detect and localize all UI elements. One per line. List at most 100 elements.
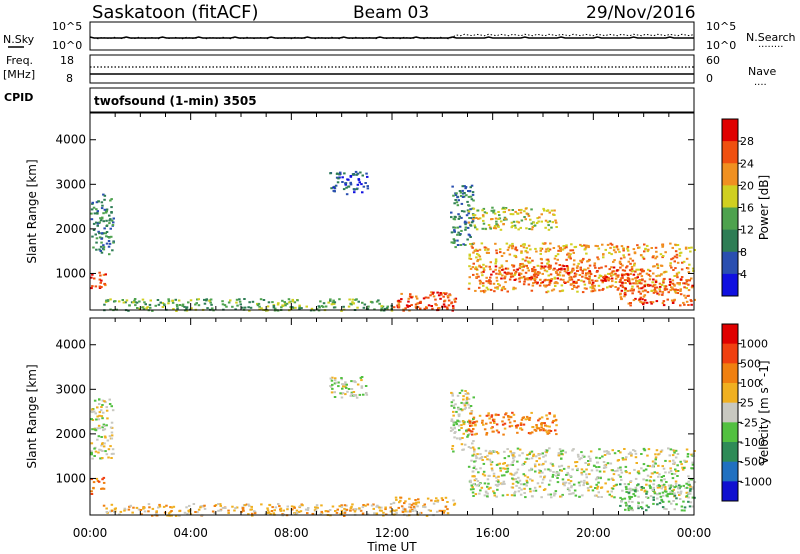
echo-cell [679, 492, 682, 495]
echo-cell [672, 462, 675, 465]
echo-cell [582, 257, 585, 260]
echo-cell [482, 263, 485, 266]
echo-cell [414, 503, 418, 506]
echo-cell [588, 258, 591, 261]
echo-cell [90, 478, 94, 481]
echo-cell [545, 284, 549, 287]
echo-cell [189, 299, 193, 302]
echo-cell [90, 276, 93, 279]
echo-cell [446, 295, 450, 298]
echo-cell [473, 448, 476, 451]
echo-cell [476, 258, 480, 261]
echo-cell [654, 462, 657, 465]
echo-cell [580, 473, 584, 476]
echo-cell [516, 424, 520, 427]
echo-cell [663, 270, 667, 273]
echo-cell [361, 191, 364, 194]
echo-cell [466, 392, 469, 395]
echo-cell [267, 301, 271, 304]
echo-cell [504, 217, 507, 220]
echo-cell [151, 507, 155, 510]
echo-cell [304, 508, 308, 511]
echo-cell [652, 486, 655, 489]
echo-cell [335, 176, 339, 179]
echo-cell [485, 491, 488, 494]
echo-cell [194, 511, 197, 513]
echo-cell [676, 464, 679, 467]
echo-cell [578, 484, 581, 487]
echo-cell [108, 242, 112, 245]
echo-cell [483, 482, 487, 485]
echo-cell [621, 458, 625, 461]
echo-cell [478, 248, 482, 251]
echo-cell [112, 452, 115, 455]
echo-cell [631, 270, 635, 273]
echo-cell [289, 306, 292, 309]
echo-cell [574, 465, 578, 468]
echo-cell [463, 404, 467, 407]
echo-cell [489, 261, 492, 264]
echo-cell [96, 212, 99, 214]
echo-cell [138, 307, 141, 310]
echo-cell [540, 282, 543, 284]
echo-cell [642, 447, 646, 450]
echo-cell [478, 492, 481, 495]
echo-cell [514, 270, 518, 273]
echo-cell [447, 304, 451, 307]
echo-cell [340, 378, 343, 381]
echo-cell [639, 292, 642, 295]
echo-cell [359, 509, 363, 512]
echo-cell [495, 495, 498, 498]
echo-cell [575, 280, 578, 283]
echo-cell [176, 307, 179, 310]
echo-cell [472, 440, 475, 442]
echo-cell [591, 279, 594, 282]
echo-cell [466, 420, 470, 423]
echo-cell [97, 424, 101, 427]
echo-cell [636, 484, 639, 487]
echo-cell [685, 282, 688, 285]
echo-cell [561, 493, 564, 496]
echo-cell [149, 299, 152, 302]
echo-cell [557, 249, 560, 252]
echo-cell [480, 271, 484, 274]
echo-cell [469, 195, 473, 198]
y-tick-label: 2000 [55, 427, 86, 441]
echo-cell [458, 420, 462, 423]
echo-cell [490, 467, 494, 470]
echo-cell [539, 429, 542, 432]
echo-cell [317, 305, 321, 308]
echo-cell [685, 280, 689, 283]
echo-cell [569, 249, 572, 252]
echo-cell [450, 211, 453, 214]
echo-cell [483, 246, 487, 249]
echo-cell [503, 462, 506, 464]
echo-cell [535, 455, 538, 458]
echo-cell [566, 267, 570, 270]
echo-cell [250, 508, 253, 511]
echo-cell [656, 263, 659, 266]
echo-cell [381, 305, 385, 308]
echo-cell [540, 220, 543, 223]
echo-cell [470, 184, 474, 187]
echo-cell [548, 425, 551, 428]
echo-cell [632, 282, 635, 285]
echo-cell [474, 478, 478, 480]
echo-cell [474, 493, 478, 496]
echo-cell [334, 184, 338, 187]
echo-cell [518, 448, 522, 451]
echo-cell [645, 479, 648, 482]
echo-cell [637, 472, 641, 475]
echo-cell [108, 253, 111, 256]
echo-cell [457, 407, 460, 410]
echo-cell [528, 419, 531, 421]
echo-cell [554, 255, 558, 257]
echo-cell [556, 258, 559, 261]
echo-cell [429, 294, 432, 297]
echo-cell [658, 486, 661, 489]
echo-cell [367, 305, 370, 308]
echo-cell [353, 188, 356, 191]
echo-cell [568, 493, 571, 496]
echo-cell [524, 218, 527, 221]
echo-cell [484, 456, 487, 458]
